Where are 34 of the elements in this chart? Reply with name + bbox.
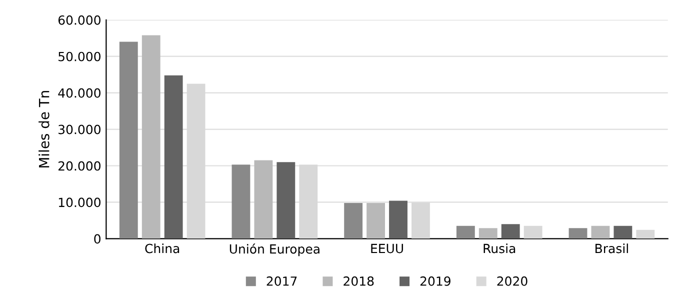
bar: [389, 200, 408, 239]
bar: [524, 226, 542, 239]
y-tick-label: 20.000: [58, 161, 100, 171]
bar: [478, 228, 498, 239]
legend-label: 2018: [344, 276, 374, 286]
y-axis-title: Miles de Tn: [38, 90, 50, 168]
bar: [142, 35, 160, 239]
bar: [344, 202, 363, 239]
legend-label: 2017: [266, 276, 297, 286]
bar: [614, 226, 632, 239]
x-tick-label: EEUU: [371, 244, 403, 254]
bar: [568, 228, 588, 239]
bar: [254, 160, 273, 239]
y-tick-label: 30.000: [58, 124, 100, 134]
legend-label: 2019: [420, 276, 450, 286]
y-tick-label: 60.000: [58, 15, 100, 25]
x-tick-label: Unión Europea: [230, 244, 320, 256]
bar: [276, 162, 296, 239]
x-tick-label: China: [145, 244, 180, 254]
bar: [366, 202, 386, 239]
y-tick-label: 40.000: [58, 88, 100, 98]
bar: [636, 230, 655, 239]
x-tick-label: Brasil: [596, 244, 628, 254]
x-tick-label: Rusia: [484, 244, 516, 254]
y-tick-label: 50.000: [58, 52, 100, 62]
y-tick-label: 0: [94, 234, 100, 244]
y-tick-label: 10.000: [58, 198, 100, 208]
bar: [591, 226, 610, 239]
legend-label: 2020: [497, 276, 528, 286]
bar: [456, 226, 475, 239]
bar: [501, 224, 520, 239]
bar: [232, 164, 250, 239]
bar: [119, 42, 138, 239]
bar: [164, 75, 183, 239]
